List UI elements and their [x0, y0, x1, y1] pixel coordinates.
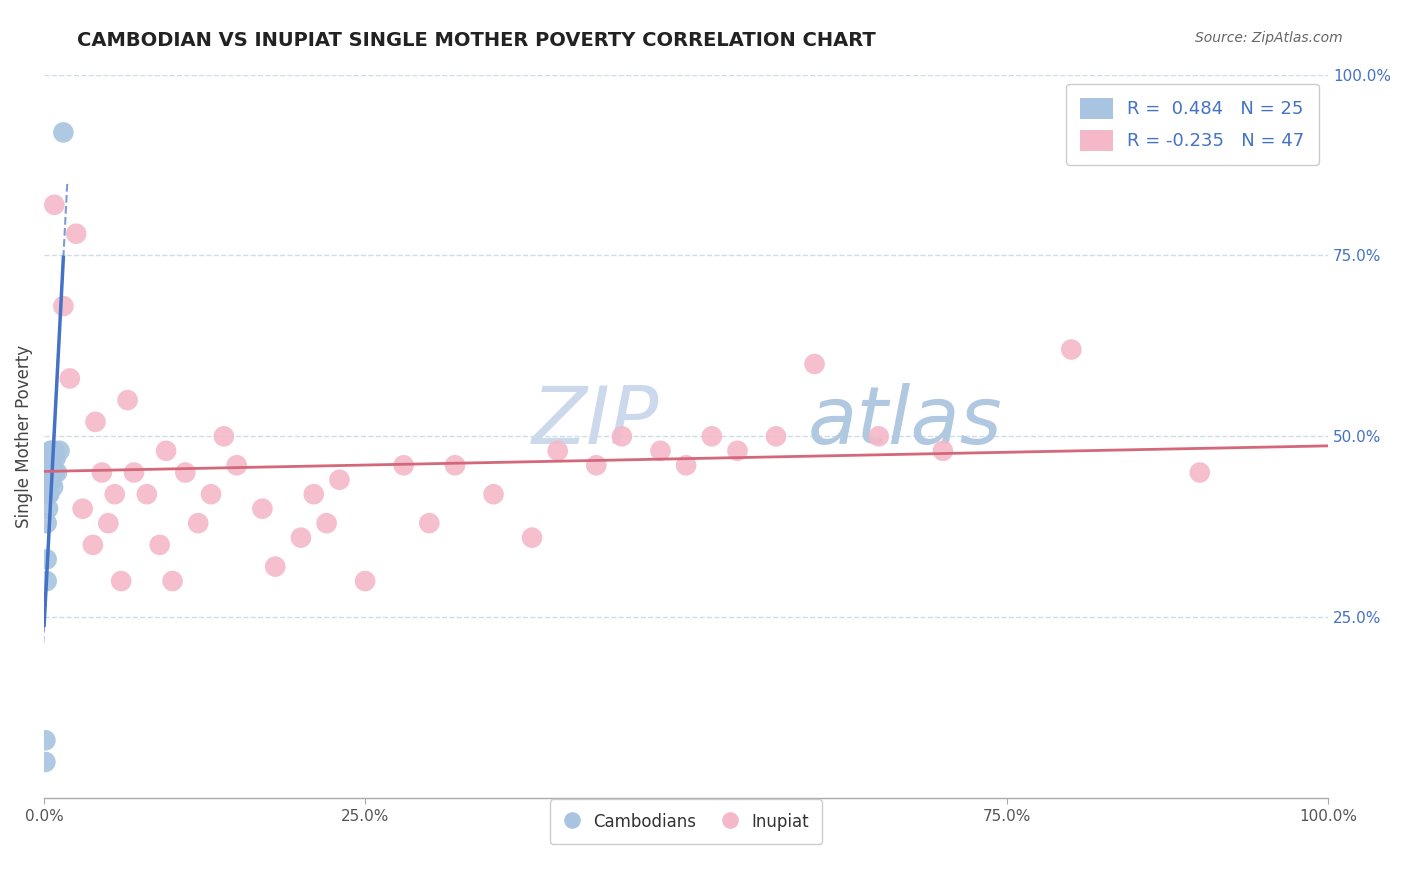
- Point: [38, 473, 60, 487]
- Point: [302, 487, 325, 501]
- Point: [46, 466, 69, 480]
- Point: [35, 552, 58, 566]
- Point: [932, 443, 955, 458]
- Point: [39, 458, 62, 473]
- Point: [1060, 343, 1083, 357]
- Point: [392, 458, 415, 473]
- Point: [65, 227, 87, 241]
- Point: [35, 516, 58, 531]
- Point: [585, 458, 607, 473]
- Point: [44, 198, 66, 212]
- Point: [34, 733, 56, 747]
- Point: [149, 538, 172, 552]
- Point: [42, 450, 65, 465]
- Point: [252, 501, 274, 516]
- Point: [59, 371, 82, 385]
- Point: [37, 501, 59, 516]
- Point: [155, 443, 177, 458]
- Text: atlas: atlas: [808, 383, 1002, 461]
- Point: [418, 516, 440, 531]
- Point: [52, 299, 75, 313]
- Point: [34, 755, 56, 769]
- Point: [39, 443, 62, 458]
- Point: [868, 429, 890, 443]
- Text: CAMBODIAN VS INUPIAT SINGLE MOTHER POVERTY CORRELATION CHART: CAMBODIAN VS INUPIAT SINGLE MOTHER POVER…: [77, 31, 876, 50]
- Point: [35, 574, 58, 588]
- Point: [328, 473, 350, 487]
- Point: [290, 531, 312, 545]
- Point: [200, 487, 222, 501]
- Point: [90, 466, 112, 480]
- Point: [39, 473, 62, 487]
- Point: [44, 443, 66, 458]
- Point: [225, 458, 247, 473]
- Point: [110, 574, 132, 588]
- Point: [48, 443, 70, 458]
- Point: [104, 487, 127, 501]
- Point: [122, 466, 145, 480]
- Point: [354, 574, 377, 588]
- Point: [675, 458, 697, 473]
- Point: [482, 487, 505, 501]
- Point: [42, 480, 65, 494]
- Point: [41, 443, 63, 458]
- Point: [41, 473, 63, 487]
- Point: [135, 487, 157, 501]
- Point: [444, 458, 467, 473]
- Point: [162, 574, 184, 588]
- Point: [547, 443, 569, 458]
- Point: [52, 125, 75, 139]
- Point: [45, 450, 67, 465]
- Point: [84, 415, 107, 429]
- Text: ZIP: ZIP: [531, 383, 659, 461]
- Point: [37, 487, 59, 501]
- Point: [41, 458, 63, 473]
- Point: [174, 466, 197, 480]
- Point: [117, 393, 139, 408]
- Point: [803, 357, 825, 371]
- Point: [72, 501, 94, 516]
- Point: [38, 450, 60, 465]
- Point: [765, 429, 787, 443]
- Point: [37, 466, 59, 480]
- Point: [650, 443, 672, 458]
- Point: [97, 516, 120, 531]
- Text: Source: ZipAtlas.com: Source: ZipAtlas.com: [1195, 31, 1343, 45]
- Point: [700, 429, 723, 443]
- Y-axis label: Single Mother Poverty: Single Mother Poverty: [15, 345, 32, 528]
- Point: [264, 559, 287, 574]
- Point: [1188, 466, 1211, 480]
- Legend: Cambodians, Inupiat: Cambodians, Inupiat: [550, 799, 823, 844]
- Point: [315, 516, 337, 531]
- Point: [38, 487, 60, 501]
- Point: [610, 429, 633, 443]
- Point: [187, 516, 209, 531]
- Point: [520, 531, 543, 545]
- Point: [212, 429, 235, 443]
- Point: [727, 443, 749, 458]
- Point: [44, 466, 66, 480]
- Point: [82, 538, 104, 552]
